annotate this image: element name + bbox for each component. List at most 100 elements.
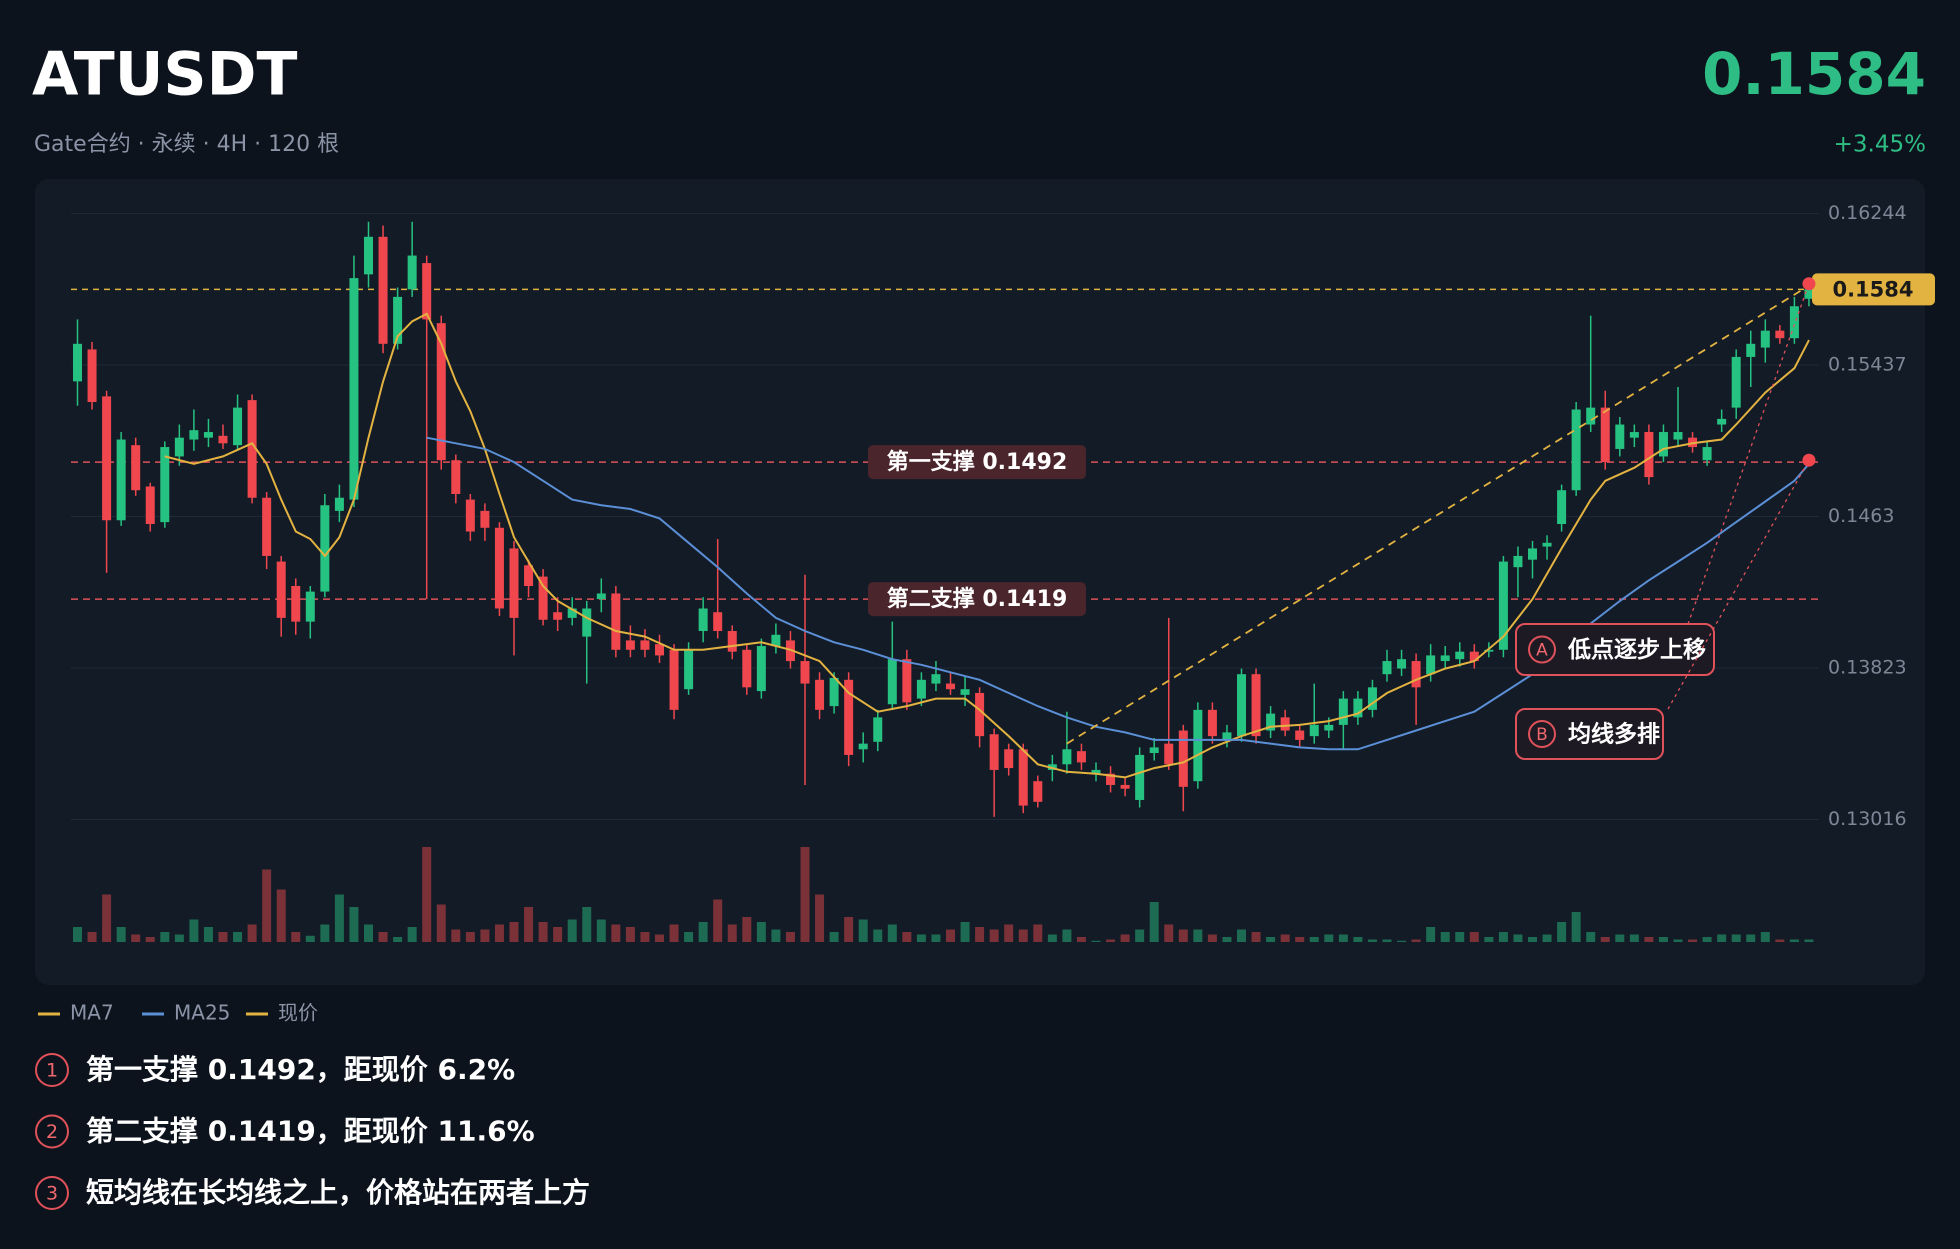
volume-bar — [713, 899, 723, 942]
support-label: 第二支撑 0.1419 — [887, 586, 1068, 612]
volume-bar — [480, 929, 490, 942]
volume-bar — [1280, 934, 1290, 942]
volume-bar — [102, 894, 112, 942]
candle-body — [1717, 418, 1727, 425]
y-tick-label: 0.13016 — [1828, 808, 1907, 830]
candle-body — [1324, 724, 1334, 731]
candle-body — [1004, 749, 1014, 769]
candle-body — [145, 486, 155, 525]
candle-body — [509, 548, 519, 618]
candle-body — [655, 644, 664, 656]
volume-bar — [829, 932, 839, 942]
volume-bar — [233, 932, 243, 942]
volume-bar — [218, 932, 228, 942]
volume-bar — [1789, 939, 1799, 942]
volume-bar — [640, 932, 650, 942]
candle-body — [364, 236, 373, 275]
note-marker-circle — [35, 1176, 69, 1210]
volume-bar — [1076, 937, 1086, 942]
volume-bar — [1178, 929, 1188, 942]
candle-body — [1280, 717, 1290, 731]
volume-bar — [1455, 932, 1465, 942]
candle-body — [233, 407, 243, 446]
candle-body — [1338, 698, 1348, 725]
volume-bar — [1426, 927, 1436, 942]
volume-bar — [553, 927, 563, 942]
candle-body — [1469, 651, 1479, 662]
candle-body — [1629, 432, 1639, 438]
volume-bar — [800, 847, 810, 942]
candle-body — [1382, 661, 1392, 675]
candle-body — [771, 634, 781, 647]
volume-bar — [684, 932, 694, 942]
volume-bar — [567, 919, 577, 942]
candle-body — [1789, 306, 1799, 339]
volume-bar — [946, 929, 955, 942]
volume-bar — [960, 922, 970, 942]
annotation-marker: B — [1536, 725, 1548, 745]
candle-body — [73, 343, 82, 382]
volume-bar — [160, 932, 170, 942]
volume-bar — [291, 932, 301, 942]
volume-bar — [1106, 939, 1116, 942]
volume-bar — [1528, 937, 1537, 942]
annotation-target — [1802, 277, 1816, 291]
candle-body — [567, 608, 577, 618]
candle-body — [465, 499, 475, 532]
candle-body — [1615, 424, 1625, 449]
candle-body — [1120, 784, 1130, 789]
volume-bar — [407, 927, 417, 942]
volume-bar — [1062, 929, 1072, 942]
y-tick-label: 0.13823 — [1828, 656, 1907, 678]
candle-body — [742, 649, 752, 688]
candle-body — [189, 430, 199, 440]
candle-body — [480, 510, 490, 528]
notes: 1 第一支撑 0.1492，距现价 6.2% 2 第二支撑 0.1419，距现价 11… — [35, 1053, 590, 1210]
candle-body — [1498, 561, 1508, 650]
volume-bar — [1338, 934, 1348, 942]
volume-bar — [815, 894, 825, 942]
volume-bar — [116, 927, 126, 942]
candle-body — [1251, 674, 1261, 737]
volume-bar — [1033, 924, 1043, 942]
legend-label: MA7 — [70, 1001, 114, 1025]
volume-bar — [1120, 934, 1130, 942]
symbol: ATUSDT — [32, 40, 297, 110]
note-marker-circle — [35, 1053, 69, 1087]
volume-bar — [494, 924, 504, 942]
volume-bar — [1746, 934, 1756, 942]
candle-body — [669, 649, 679, 710]
volume-bar — [1237, 929, 1246, 942]
volume-bar — [1440, 932, 1450, 942]
candle-body — [1135, 754, 1145, 800]
volume-bar — [1688, 939, 1698, 942]
candle-body — [844, 679, 854, 755]
volume-bar — [1702, 937, 1712, 942]
candle-body — [203, 432, 213, 438]
candle-body — [1658, 432, 1668, 457]
candle-body — [436, 323, 446, 461]
candle-body — [1557, 490, 1567, 525]
candle-body — [611, 593, 621, 650]
volume-bar — [422, 847, 432, 942]
candle-body — [1309, 724, 1319, 737]
support-label-box — [868, 445, 1086, 480]
volume-bar — [1193, 929, 1203, 942]
candle-body — [247, 400, 257, 498]
annotation-text: 低点逐步上移 — [1567, 637, 1706, 663]
volume-bar — [1164, 924, 1174, 942]
candle-body — [1018, 749, 1028, 806]
candle-body — [698, 608, 708, 632]
note-marker: 2 — [46, 1121, 58, 1143]
candle-body — [946, 683, 955, 690]
annotation-box — [1515, 708, 1664, 760]
volume-bar — [1091, 940, 1101, 942]
candle-body — [291, 585, 301, 622]
candle-body — [1091, 769, 1101, 774]
candle-body — [1076, 751, 1086, 763]
volume-bar — [276, 889, 286, 942]
y-tick-label: 0.15437 — [1828, 354, 1907, 376]
annotation-target — [1802, 453, 1816, 467]
volume-bar — [1644, 937, 1654, 942]
volume-bar — [1586, 932, 1596, 942]
